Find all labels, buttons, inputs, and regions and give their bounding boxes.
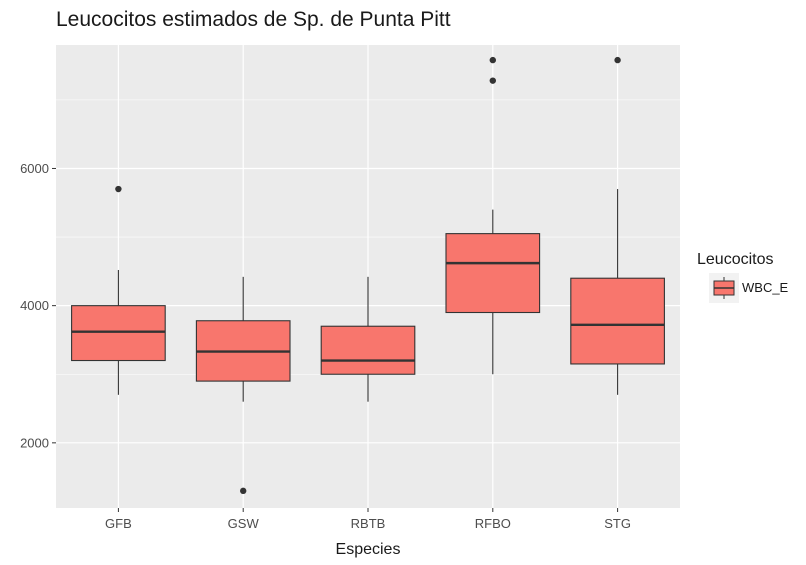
y-tick-label: 4000 — [20, 298, 49, 313]
box-gfb — [71, 185, 166, 395]
chart-title: Leucocitos estimados de Sp. de Punta Pit… — [56, 8, 451, 31]
y-axis: 2000 4000 6000 — [20, 161, 56, 450]
legend-key — [709, 273, 739, 303]
x-tick-label: GSW — [228, 516, 260, 531]
x-axis-title: Especies — [336, 541, 401, 558]
x-tick-label: RFBO — [475, 516, 511, 531]
x-tick-label: STG — [604, 516, 631, 531]
legend-entry-label: WBC_E — [742, 280, 789, 295]
y-tick-label: 2000 — [20, 435, 49, 450]
box-stg — [570, 56, 665, 395]
box-iqr — [445, 233, 541, 314]
outlier-point — [240, 487, 247, 495]
legend-title: Leucocitos — [697, 251, 774, 268]
outlier-point — [614, 56, 621, 64]
x-tick-label: GFB — [105, 516, 132, 531]
legend: Leucocitos WBC_E — [697, 251, 789, 303]
box-iqr — [320, 325, 416, 375]
x-axis: GFB GSW RBTB RFBO STG — [105, 508, 631, 531]
outlier-point — [115, 185, 122, 193]
box-gsw — [195, 276, 291, 495]
y-tick-label: 6000 — [20, 161, 49, 176]
boxes — [71, 56, 665, 495]
box-iqr — [71, 305, 166, 362]
box-rfbo — [445, 56, 541, 375]
box-iqr — [570, 277, 665, 365]
outlier-point — [489, 77, 496, 84]
x-tick-label: RBTB — [351, 516, 386, 531]
outlier-point — [489, 56, 496, 64]
box-rbtb — [320, 276, 416, 402]
